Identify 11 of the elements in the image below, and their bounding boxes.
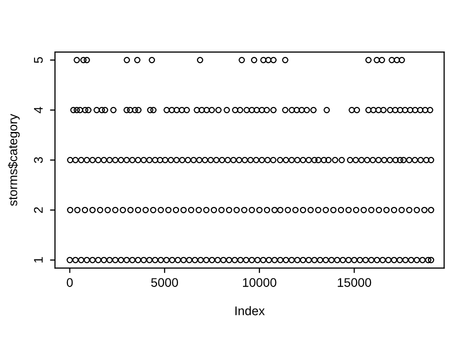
- y-tick-label: 4: [34, 106, 43, 114]
- y-axis-title: storms$category: [8, 114, 20, 206]
- y-tick-label: 5: [34, 57, 43, 64]
- x-tick-label: 10000: [243, 278, 276, 287]
- y-tick-label: 1: [34, 257, 43, 263]
- x-tick-label: 5000: [151, 278, 178, 287]
- y-tick-label: 2: [34, 207, 43, 213]
- x-tick-label: 0: [66, 278, 73, 287]
- x-axis-title: Index: [235, 306, 265, 316]
- x-tick-label: 15000: [338, 278, 372, 287]
- y-tick-label: 3: [34, 157, 43, 164]
